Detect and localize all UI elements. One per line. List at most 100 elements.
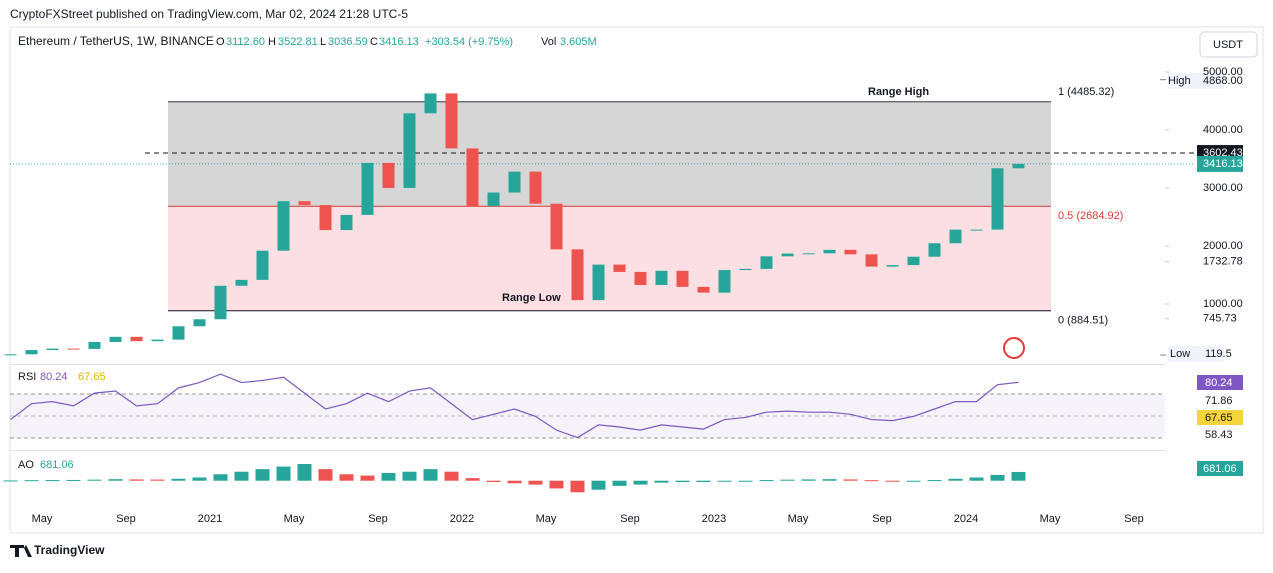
x-tick-label: May: [788, 513, 809, 525]
x-tick-label: May: [32, 513, 53, 525]
ao-bar: [570, 480, 585, 493]
change: +303.54 (+9.75%): [425, 36, 513, 48]
ao-bar: [927, 480, 942, 482]
candle-body: [88, 341, 101, 349]
ao-bar: [738, 480, 753, 482]
vol-label: Vol: [541, 36, 556, 48]
currency-button[interactable]: [1199, 31, 1258, 58]
candle-body: [319, 205, 332, 231]
candle-body: [130, 336, 143, 342]
candle-body: [760, 256, 773, 269]
ao-bar: [129, 479, 144, 481]
ao-bar: [24, 480, 39, 482]
ao-bar: [444, 471, 459, 481]
high-box: [1168, 73, 1224, 89]
low-box: [1168, 346, 1224, 362]
candle-body: [361, 162, 374, 215]
rsi-axis-value: 80.24: [1205, 377, 1233, 389]
ao-bar: [780, 479, 795, 481]
ao-bar: [108, 479, 123, 481]
x-tick-label: May: [1040, 513, 1061, 525]
ao-bar: [1011, 471, 1026, 481]
level-label: 0.5 (2684.92): [1058, 210, 1123, 222]
rsi-box: [1197, 375, 1243, 390]
tv-logo: [10, 545, 32, 557]
candle-body: [655, 270, 668, 285]
candle-body: [466, 148, 479, 207]
candle-body: [718, 270, 731, 293]
l-label: L: [320, 36, 326, 48]
ao-bar: [45, 480, 60, 482]
h: 3522.81: [278, 36, 318, 48]
vol: 3.605M: [560, 36, 597, 48]
ao-bar: [843, 479, 858, 481]
candle-body: [151, 339, 164, 342]
candle-body: [235, 279, 248, 286]
candle-body: [802, 253, 815, 255]
x-tick-label: Sep: [116, 513, 136, 525]
rsi-band-high: 71.86: [1205, 395, 1233, 407]
ao-bar: [696, 480, 711, 482]
o: 3112.60: [226, 36, 265, 48]
ao-bar: [234, 471, 249, 481]
candle-body: [403, 113, 416, 188]
ao-bar: [276, 466, 291, 481]
ao-bar: [864, 480, 879, 482]
rsi-ma-box: [1197, 410, 1243, 425]
candle-body: [109, 336, 122, 342]
candle-body: [571, 249, 584, 301]
rsi-name: RSI: [18, 371, 36, 383]
ao-name: AO: [18, 459, 34, 471]
ao-bar: [654, 480, 669, 483]
candle-body: [970, 229, 983, 231]
candle-body: [844, 249, 857, 255]
ao-bar: [507, 480, 522, 484]
ao-bar: [549, 480, 564, 489]
y-tick-label: 1732.78: [1203, 255, 1243, 267]
candle-body: [529, 171, 542, 204]
candle-body: [613, 264, 626, 272]
x-tick-label: 2023: [702, 513, 726, 525]
candle-body: [865, 254, 878, 267]
candle-body: [4, 354, 17, 356]
low-label: Low: [1170, 348, 1190, 360]
event-icon[interactable]: [1003, 337, 1025, 359]
ao-bar: [990, 474, 1005, 481]
ao-value: 681.06: [40, 459, 74, 471]
ao-bar: [612, 480, 627, 486]
rsi-axis-ma: 67.65: [1205, 412, 1233, 424]
candle-body: [991, 168, 1004, 230]
symbol: Ethereum / TetherUS, 1W, BINANCE: [18, 34, 214, 48]
ao-bar: [759, 480, 774, 482]
candle-body: [697, 286, 710, 293]
candle-body: [487, 192, 500, 207]
y-tick-label: 2000.00: [1203, 240, 1243, 252]
ao-bar: [360, 475, 375, 481]
ao-bar: [171, 478, 186, 481]
ao-axis-value: 681.06: [1203, 463, 1237, 475]
pane-sep: [10, 364, 1165, 365]
h-label: H: [268, 36, 276, 48]
y-tick-label: 1000.00: [1203, 298, 1243, 310]
candle-body: [781, 253, 794, 257]
candle-body: [424, 93, 437, 114]
ao-bar: [675, 480, 690, 482]
candle-body: [907, 256, 920, 266]
ao-bar: [66, 479, 81, 481]
candle-body: [172, 326, 185, 340]
ao-bar: [297, 464, 312, 481]
x-tick-label: Sep: [620, 513, 640, 525]
y-tick-label: 745.73: [1203, 313, 1237, 325]
rsi-line: [10, 373, 1019, 439]
candle-body: [592, 264, 605, 301]
ao-bar: [906, 480, 921, 482]
c-label: C: [370, 36, 378, 48]
rsi-ma: 67.65: [78, 371, 106, 383]
candle-body: [298, 201, 311, 206]
low-value: 119.5: [1205, 348, 1232, 360]
currency[interactable]: USDT: [1213, 39, 1243, 51]
ao-bar: [402, 471, 417, 481]
ao-bar: [423, 469, 438, 481]
x-tick-label: 2022: [450, 513, 474, 525]
